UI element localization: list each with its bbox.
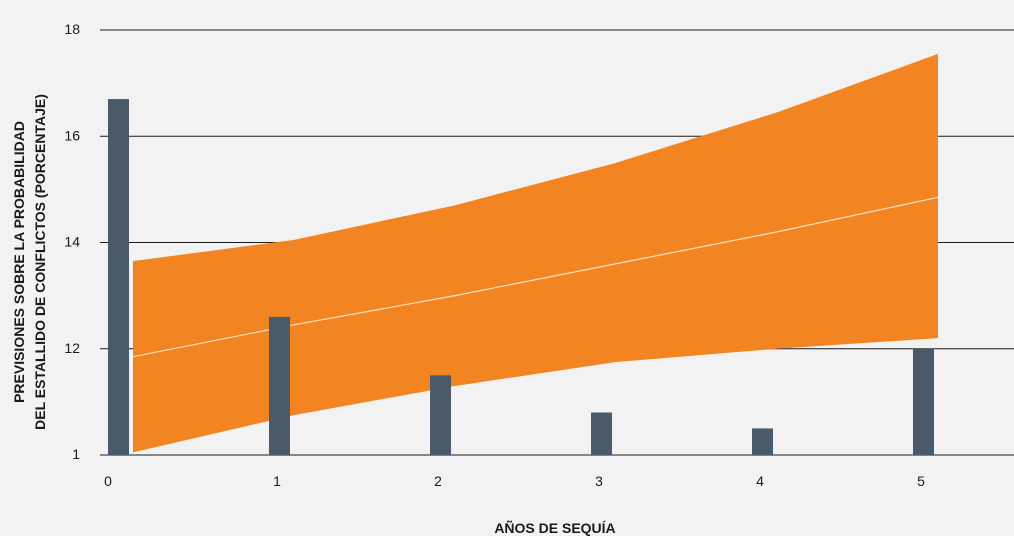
y-tick-1: 12 [64,340,80,356]
confidence-band [132,53,939,453]
bar-0 [108,99,129,455]
x-tick-2: 2 [434,473,442,489]
y-axis-title-line1: PREVISIONES SOBRE LA PROBABILIDAD [11,121,27,403]
bar-2 [430,375,451,455]
y-tick-2: 14 [64,234,80,250]
band-area [133,53,938,453]
x-tick-0: 0 [104,473,112,489]
x-tick-labels: 0 1 2 3 4 5 [104,473,925,489]
bars [108,99,934,455]
y-tick-3: 16 [64,127,80,143]
bar-3 [591,412,612,455]
bar-1 [269,316,290,455]
y-axis-title-line2: DEL ESTALLIDO DE CONFLICTOS (PORCENTAJE) [32,94,48,430]
x-tick-1: 1 [273,473,281,489]
bar-4 [752,428,773,455]
band-center-line [132,196,939,358]
y-tick-0: 1 [72,446,80,462]
y-axis-title: PREVISIONES SOBRE LA PROBABILIDAD DEL ES… [11,94,48,430]
y-tick-4: 18 [64,21,80,37]
bar-5 [913,348,934,455]
x-tick-4: 4 [756,473,764,489]
x-tick-3: 3 [595,473,603,489]
x-tick-5: 5 [917,473,925,489]
x-axis-title: AÑOS DE SEQUÍA [494,519,615,536]
y-tick-labels: 1 12 14 16 18 [64,21,80,462]
